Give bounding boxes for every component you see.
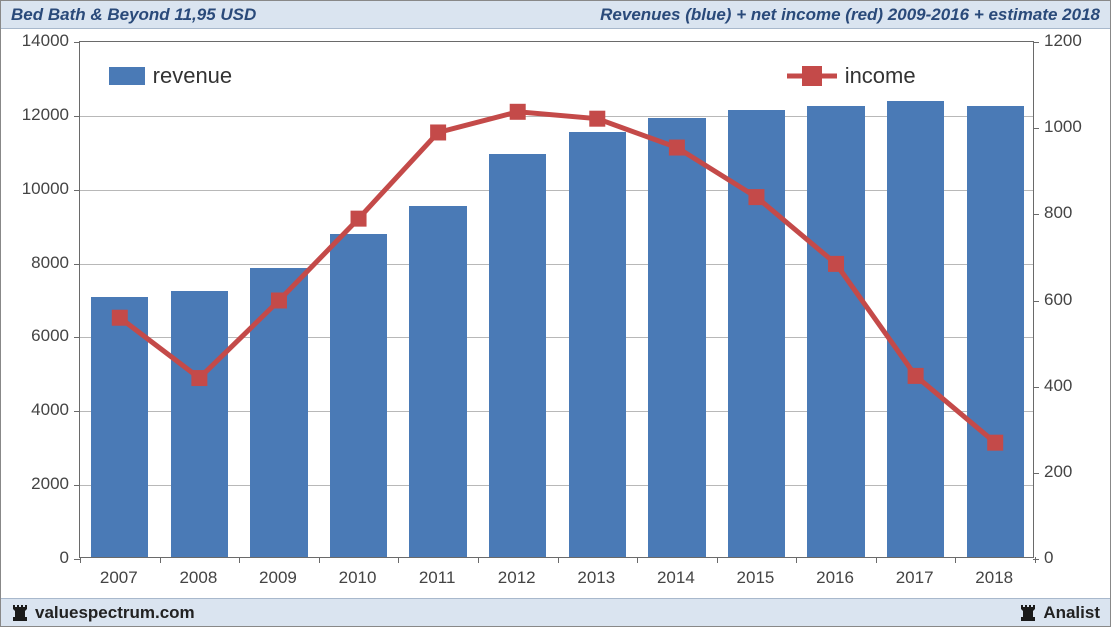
footer-left: valuespectrum.com: [11, 603, 195, 623]
y-label-left: 12000: [9, 105, 69, 125]
y-label-right: 200: [1044, 462, 1104, 482]
y-label-left: 8000: [9, 253, 69, 273]
y-label-right: 0: [1044, 548, 1104, 568]
income-marker: [589, 111, 605, 127]
x-label: 2016: [816, 568, 854, 588]
chart-title-right: Revenues (blue) + net income (red) 2009-…: [600, 5, 1100, 25]
income-marker: [351, 211, 367, 227]
x-tick: [80, 557, 81, 563]
x-label: 2018: [975, 568, 1013, 588]
y-label-right: 800: [1044, 203, 1104, 223]
x-label: 2011: [419, 568, 456, 588]
chart-title-left: Bed Bath & Beyond 11,95 USD: [11, 5, 256, 25]
y-label-right: 1000: [1044, 117, 1104, 137]
y-tick-right: [1033, 214, 1039, 215]
x-tick: [319, 557, 320, 563]
x-label: 2007: [100, 568, 138, 588]
legend-revenue: revenue: [109, 63, 233, 89]
legend-swatch: [787, 65, 837, 87]
income-marker: [271, 293, 287, 309]
footer-right-text: Analist: [1043, 603, 1100, 623]
plot-area: revenue income: [79, 41, 1034, 558]
x-tick: [478, 557, 479, 563]
x-tick: [239, 557, 240, 563]
y-label-left: 10000: [9, 179, 69, 199]
y-tick-right: [1033, 42, 1039, 43]
rook-icon: [1019, 603, 1037, 623]
y-label-left: 6000: [9, 326, 69, 346]
rook-icon: [11, 603, 29, 623]
income-marker: [510, 104, 526, 120]
y-label-right: 400: [1044, 376, 1104, 396]
y-tick-right: [1033, 559, 1039, 560]
x-label: 2017: [896, 568, 934, 588]
y-label-right: 600: [1044, 290, 1104, 310]
x-tick: [637, 557, 638, 563]
x-label: 2012: [498, 568, 536, 588]
x-tick: [1035, 557, 1036, 563]
income-marker: [828, 256, 844, 272]
footer-right: Analist: [1019, 603, 1100, 623]
y-label-left: 2000: [9, 474, 69, 494]
chart-header: Bed Bath & Beyond 11,95 USD Revenues (bl…: [1, 1, 1110, 29]
chart-container: Bed Bath & Beyond 11,95 USD Revenues (bl…: [0, 0, 1111, 627]
income-marker: [191, 370, 207, 386]
income-marker: [908, 368, 924, 384]
legend-label: revenue: [153, 63, 233, 89]
income-marker: [112, 310, 128, 326]
y-tick-right: [1033, 387, 1039, 388]
y-label-right: 1200: [1044, 31, 1104, 51]
x-tick: [955, 557, 956, 563]
y-label-left: 0: [9, 548, 69, 568]
income-marker: [430, 124, 446, 140]
legend-swatch: [109, 67, 145, 85]
income-marker: [669, 140, 685, 156]
x-label: 2008: [179, 568, 217, 588]
x-label: 2013: [577, 568, 615, 588]
x-tick: [796, 557, 797, 563]
x-label: 2010: [339, 568, 377, 588]
chart-footer: valuespectrum.com Analist: [1, 598, 1110, 626]
x-label: 2009: [259, 568, 297, 588]
y-tick-right: [1033, 301, 1039, 302]
y-tick-right: [1033, 128, 1039, 129]
y-label-left: 4000: [9, 400, 69, 420]
income-marker: [748, 189, 764, 205]
x-tick: [876, 557, 877, 563]
x-tick: [558, 557, 559, 563]
x-tick: [717, 557, 718, 563]
legend-label: income: [845, 63, 916, 89]
x-label: 2015: [737, 568, 775, 588]
y-label-left: 14000: [9, 31, 69, 51]
x-tick: [398, 557, 399, 563]
income-line: [80, 42, 1033, 557]
x-tick: [160, 557, 161, 563]
footer-left-text: valuespectrum.com: [35, 603, 195, 623]
x-label: 2014: [657, 568, 695, 588]
legend-income: income: [787, 63, 916, 89]
income-marker: [987, 435, 1003, 451]
y-tick-right: [1033, 473, 1039, 474]
